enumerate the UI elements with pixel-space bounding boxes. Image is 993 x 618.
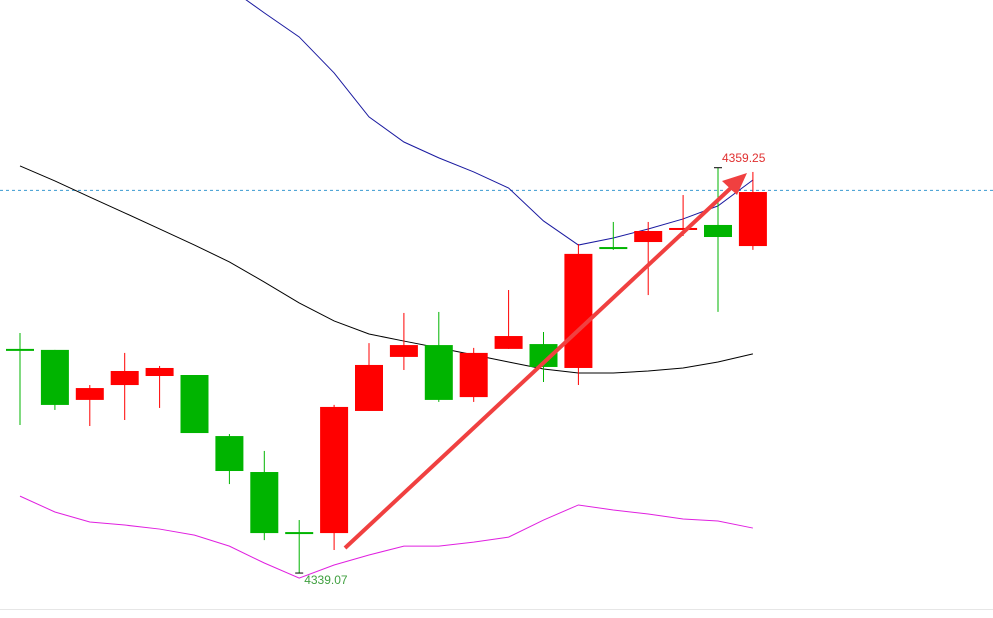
candle-body [110, 370, 139, 386]
candle-body [180, 375, 209, 434]
annotations: 4359.25 4339.07 [295, 151, 766, 587]
candle-body [669, 227, 698, 230]
candle-body [599, 247, 628, 250]
candle-body [40, 349, 69, 405]
arrow-shaft [343, 184, 735, 550]
candle-body [250, 472, 279, 534]
candle-body [424, 345, 453, 400]
candle-body [145, 367, 174, 377]
candle-body [704, 224, 732, 238]
candle-body [738, 192, 767, 247]
bands [0, 0, 993, 579]
high-label: 4359.25 [722, 151, 766, 165]
trend-arrow [343, 173, 747, 550]
candle-body [494, 336, 523, 349]
candle-body [564, 253, 593, 368]
candle-body [320, 406, 349, 534]
candle-body [355, 364, 383, 411]
low-label: 4339.07 [304, 573, 348, 587]
candle-body [459, 352, 488, 398]
band-line [245, 0, 754, 246]
candle-body [6, 348, 34, 351]
candle-body [75, 388, 104, 400]
arrow-head [722, 173, 747, 195]
band-line [19, 495, 753, 579]
candle-body [529, 344, 558, 367]
candle-body [285, 532, 314, 535]
candles [6, 167, 767, 574]
band-line [19, 165, 754, 374]
candle-body [215, 436, 244, 472]
candle-body [634, 230, 663, 243]
candle-body [389, 345, 418, 357]
